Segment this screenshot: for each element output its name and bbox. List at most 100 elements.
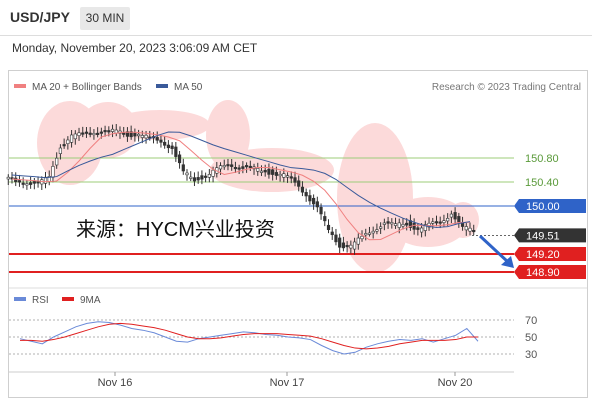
level-label-3: 149.51 (526, 230, 560, 242)
candle-body (43, 176, 48, 184)
candle-body (338, 237, 342, 248)
candle-body (393, 223, 398, 226)
candle-body (92, 132, 96, 136)
candle-body (17, 180, 22, 183)
rsi-tick-0: 70 (525, 315, 537, 327)
level-tag-3 (514, 228, 586, 243)
candle-body (464, 226, 468, 231)
header-divider (0, 35, 592, 36)
candle-body (29, 182, 33, 185)
candle-body (449, 213, 453, 218)
ma9-legend-swatch (62, 297, 74, 301)
candle-body (81, 132, 85, 135)
candle-body (323, 216, 327, 222)
candle-body (356, 237, 360, 245)
candle-body (73, 133, 77, 140)
candle-body (32, 181, 36, 184)
candle-body (349, 244, 353, 249)
candle-body (62, 144, 66, 147)
candle-body (315, 201, 319, 208)
candle-body (446, 218, 450, 222)
candle-body (472, 229, 476, 233)
candle-body (66, 139, 70, 144)
candle-body (181, 164, 185, 172)
ma50-line (11, 131, 471, 229)
candle-body (77, 132, 81, 136)
candle-body (248, 165, 252, 169)
candle-body (200, 175, 204, 180)
candle-body (211, 169, 215, 177)
candle-body (401, 224, 405, 227)
candle-body (312, 197, 316, 205)
level-label-2: 150.00 (526, 201, 560, 213)
candle-body (330, 231, 334, 236)
candle-body (412, 222, 416, 230)
ma9-legend-label: 9MA (80, 295, 101, 306)
candle-body (207, 174, 211, 178)
candle-body (222, 165, 226, 168)
candle-body (271, 169, 275, 175)
x-tick-label-2: Nov 20 (438, 377, 473, 389)
level-label-0: 150.80 (525, 153, 559, 165)
x-tick-label-0: Nov 16 (98, 377, 133, 389)
candle-body (364, 233, 368, 236)
candle-body (177, 154, 182, 164)
rsi-legend-label: RSI (32, 295, 49, 306)
candle-body (21, 182, 25, 185)
candle-body (390, 222, 394, 225)
candle-body (367, 232, 372, 235)
candle-body (25, 183, 29, 186)
candle-body (244, 165, 249, 168)
candle-body (416, 227, 420, 230)
ma20-legend-swatch (14, 84, 26, 88)
candle-body (36, 181, 40, 184)
candle-body (110, 128, 115, 132)
candle-body (159, 139, 163, 143)
level-tag-2 (514, 199, 586, 213)
candle-body (6, 176, 10, 180)
candle-body (382, 222, 386, 225)
candle-body (352, 241, 357, 250)
candle-body (96, 132, 100, 135)
watermark-text: 来源：HYCM兴业投资 (76, 218, 275, 241)
candle-body (285, 175, 290, 178)
chart-frame (8, 70, 588, 398)
candle-body (453, 212, 457, 220)
ma20-line (11, 131, 471, 241)
rsi-tick-1: 50 (525, 332, 537, 344)
candle-body (196, 177, 200, 181)
candle-body (297, 180, 301, 187)
candle-body (360, 235, 364, 240)
candle-body (334, 234, 338, 243)
price-levels (9, 157, 514, 273)
symbol-title: USD/JPY (10, 9, 70, 25)
candle-body (379, 226, 383, 229)
candle-body (256, 168, 260, 172)
candle-body (170, 145, 174, 149)
candle-body (289, 176, 293, 179)
level-label-4: 149.20 (526, 249, 560, 261)
candle-body (308, 195, 312, 202)
timeframe-badge[interactable]: 30 MIN (80, 7, 130, 30)
candle-body (431, 221, 435, 224)
level-labels: 150.80 150.40 150.00 149.51 149.20 148.90 (514, 153, 586, 279)
candle-body (237, 167, 241, 170)
candle-body (259, 170, 264, 173)
timestamp: Monday, November 20, 2023 3:06:09 AM CET (12, 41, 258, 55)
candle-body (263, 169, 267, 173)
forecast-arrow-line (478, 234, 510, 264)
x-tick-label-1: Nov 17 (270, 377, 305, 389)
candle-body (129, 131, 133, 138)
candle-body (326, 224, 331, 231)
forecast-arrowhead (501, 256, 514, 268)
candle-body (304, 192, 308, 197)
rsi-tick-2: 30 (525, 349, 537, 361)
candle-body (371, 230, 375, 234)
candle-body (230, 164, 234, 167)
candle-body (133, 132, 137, 137)
candle-body (107, 130, 111, 133)
candle-body (192, 177, 197, 182)
level-tag-4 (514, 247, 586, 261)
